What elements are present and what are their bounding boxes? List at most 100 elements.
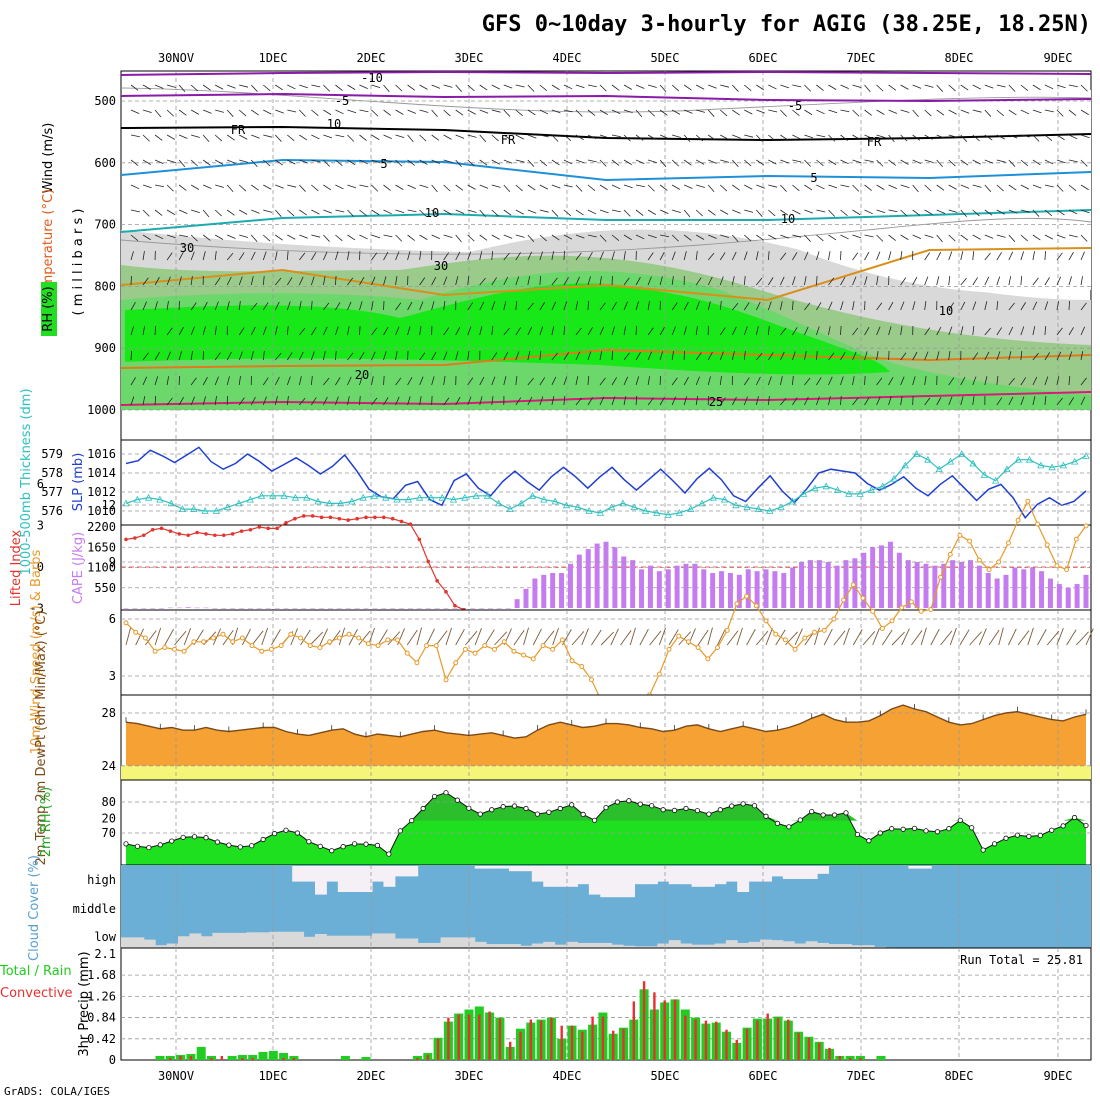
wind10m-barb	[348, 628, 358, 646]
wind-barb	[371, 376, 374, 386]
wind-barb	[239, 84, 249, 88]
wind-barb	[323, 302, 330, 311]
cloud-high-block	[509, 866, 521, 872]
wind-barb	[383, 109, 391, 116]
wind-barb	[455, 276, 459, 286]
wind-barb	[936, 184, 945, 191]
wind-barb	[178, 276, 182, 286]
wind-barb	[551, 109, 561, 114]
cloud-high-block	[908, 866, 921, 869]
wind-barb	[359, 376, 363, 386]
wind-barb	[238, 109, 247, 117]
wind10m-point	[1083, 523, 1089, 529]
wind-barb	[672, 209, 681, 214]
cloud-low-block	[600, 942, 613, 948]
rh-contour	[120, 217, 1092, 255]
precip-convective-bar	[694, 1019, 697, 1060]
wind-barb	[768, 184, 778, 188]
cloud-high-block	[703, 866, 715, 887]
rh2m-point	[614, 799, 621, 805]
cloud-high-block	[554, 866, 567, 887]
top-date-label: 9DEC	[1044, 51, 1073, 65]
lifted-index-point	[337, 516, 342, 521]
cloud-low-block	[531, 943, 544, 948]
wind-barb	[1008, 351, 1012, 361]
cloud-low-block	[645, 946, 658, 948]
wind-barb	[996, 234, 1006, 238]
wind-barb	[407, 184, 416, 190]
rh2m-point	[1003, 835, 1009, 841]
wind10m-barb	[814, 627, 820, 646]
wind-barb	[154, 134, 163, 141]
wind-barb	[142, 326, 145, 336]
thickness-point	[890, 474, 898, 482]
wind-barb	[262, 276, 265, 286]
rh2m-point	[454, 797, 461, 803]
wind-barb	[467, 159, 475, 167]
thickness-point	[122, 499, 130, 507]
wind-barb	[996, 327, 1003, 336]
rh2m-point	[466, 805, 472, 811]
lifted-index-point	[284, 521, 288, 525]
wind-barb	[335, 184, 344, 190]
wind-barb	[142, 376, 148, 386]
wind-barb	[347, 326, 350, 336]
wind-barb	[395, 396, 400, 406]
cape-bar	[923, 563, 929, 608]
cloud-low-block	[588, 942, 601, 948]
cape-bar	[239, 608, 245, 609]
wind-barb	[527, 351, 531, 361]
wind-barb	[443, 109, 451, 117]
bottom-date-label: 4DEC	[553, 1069, 582, 1083]
cape-bar	[416, 608, 422, 609]
wind-barb	[443, 327, 450, 336]
wind-barb	[900, 277, 907, 286]
wind-barb	[743, 326, 748, 336]
wind-barb	[936, 84, 944, 92]
wind-barb	[755, 301, 761, 311]
wind-barb	[443, 351, 448, 361]
wind-barb	[623, 159, 632, 165]
precip-convective-bar	[519, 1031, 522, 1060]
cape-bar	[585, 549, 591, 608]
wind-barb	[719, 376, 722, 386]
wind-barb	[876, 251, 881, 261]
thickness-point	[969, 459, 977, 467]
wind-barb	[707, 301, 711, 311]
wind-barb	[287, 184, 297, 188]
cape-bar	[159, 608, 165, 609]
wind10m-point	[162, 645, 168, 650]
wind-barb	[203, 109, 212, 114]
precip-convective-bar	[684, 1015, 687, 1060]
wind10m-barb	[183, 628, 192, 646]
precip-convective-bar	[282, 1057, 285, 1060]
wind-barb	[311, 109, 319, 116]
wind-barb	[756, 84, 765, 91]
wind-barb	[491, 352, 498, 361]
wind-barb	[323, 351, 326, 361]
cloud-low-block	[143, 939, 156, 948]
wind-barb	[491, 396, 494, 406]
wind-barb	[383, 184, 391, 191]
thickness-point	[619, 499, 627, 507]
wind-barb	[780, 397, 787, 406]
wind-barb	[142, 134, 150, 142]
wind-barb	[335, 84, 343, 91]
wind10m-barb	[465, 630, 478, 646]
cloud-low-block	[703, 944, 715, 948]
wind-barb	[647, 276, 652, 286]
wind-barb	[852, 109, 860, 117]
wind-barb	[323, 209, 332, 214]
wind-barb	[407, 377, 413, 386]
rh2m-point	[397, 828, 403, 834]
wind-barb	[695, 234, 705, 240]
cape-bar	[221, 608, 227, 609]
thickness-point	[269, 491, 277, 499]
top-date-label: 30NOV	[158, 51, 194, 65]
wind10m-point	[1005, 540, 1011, 546]
wind-barb	[1080, 326, 1086, 336]
wind10m-barb	[881, 629, 893, 646]
wind-barb	[864, 134, 873, 140]
bottom-date-label: 6DEC	[749, 1069, 778, 1083]
wind-barb	[840, 209, 848, 216]
